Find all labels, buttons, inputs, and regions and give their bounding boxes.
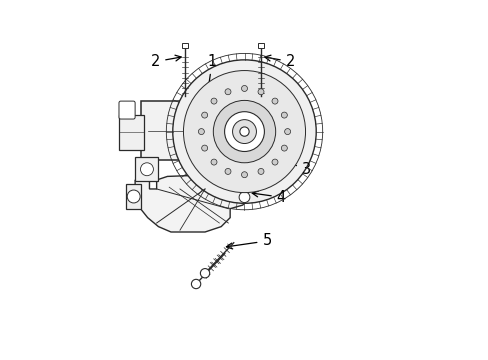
Circle shape	[211, 159, 217, 165]
Polygon shape	[135, 175, 251, 232]
Circle shape	[240, 127, 248, 136]
Text: 2: 2	[264, 54, 295, 69]
Circle shape	[201, 145, 207, 151]
Circle shape	[211, 98, 217, 104]
Circle shape	[239, 192, 249, 203]
Circle shape	[198, 129, 204, 135]
Circle shape	[224, 89, 230, 95]
Circle shape	[201, 112, 207, 118]
Circle shape	[172, 60, 316, 203]
Circle shape	[271, 159, 277, 165]
Circle shape	[284, 129, 290, 135]
Circle shape	[127, 190, 140, 203]
Circle shape	[183, 71, 305, 193]
FancyBboxPatch shape	[126, 184, 141, 210]
Circle shape	[281, 145, 287, 151]
FancyBboxPatch shape	[119, 116, 144, 149]
Circle shape	[271, 98, 277, 104]
Circle shape	[212, 168, 222, 179]
Circle shape	[258, 168, 264, 174]
Circle shape	[241, 85, 247, 91]
Circle shape	[213, 100, 275, 163]
Text: 1: 1	[205, 54, 216, 94]
FancyBboxPatch shape	[257, 43, 263, 48]
Text: 4: 4	[252, 190, 285, 205]
FancyBboxPatch shape	[182, 43, 188, 48]
Circle shape	[232, 120, 256, 144]
Circle shape	[200, 269, 209, 278]
Text: 2: 2	[150, 54, 181, 69]
FancyBboxPatch shape	[140, 101, 208, 160]
Circle shape	[224, 168, 230, 174]
Circle shape	[281, 112, 287, 118]
Circle shape	[224, 112, 264, 152]
Circle shape	[140, 163, 153, 176]
Circle shape	[191, 279, 201, 289]
Circle shape	[258, 89, 264, 95]
FancyBboxPatch shape	[135, 157, 158, 181]
Circle shape	[241, 172, 247, 178]
Text: 5: 5	[226, 234, 271, 249]
Text: 3: 3	[280, 159, 310, 177]
FancyBboxPatch shape	[203, 94, 217, 102]
FancyBboxPatch shape	[119, 101, 135, 119]
